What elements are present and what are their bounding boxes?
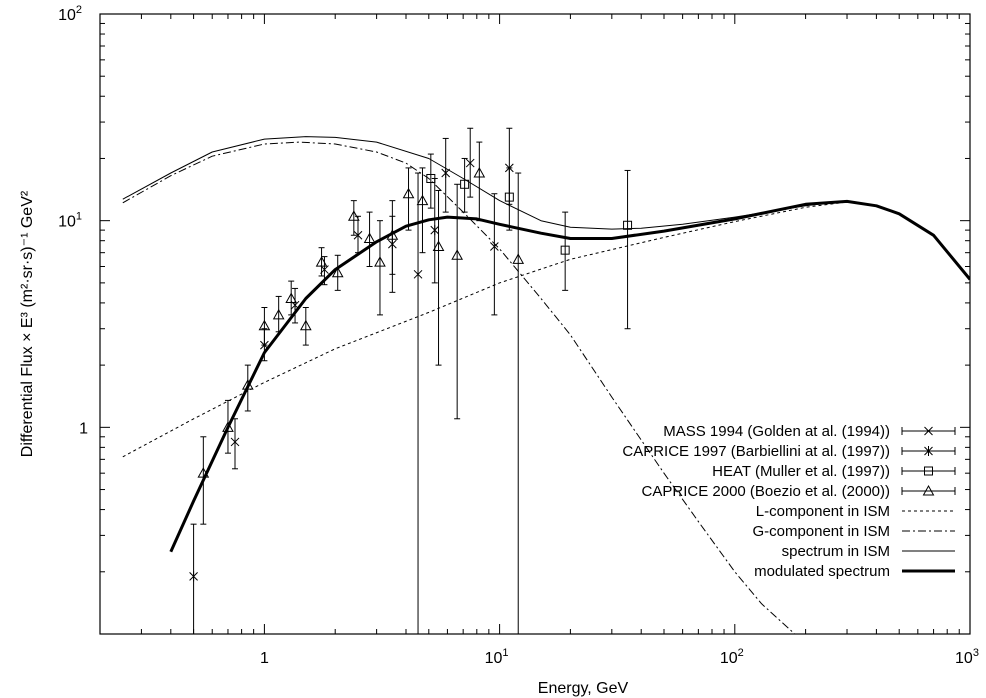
legend-label: CAPRICE 2000 (Boezio et al. (2000)) [642, 483, 890, 500]
series-1 [189, 137, 451, 634]
data-point-triangle [222, 421, 234, 432]
data-point-triangle [432, 240, 445, 251]
series-0 [260, 127, 514, 634]
legend-marker-x [924, 426, 933, 436]
legend-marker-triangle [922, 484, 935, 496]
data-point-square [426, 173, 436, 183]
legend: MASS 1994 (Golden at al. (1994)) CAPRICE … [622, 423, 956, 580]
data-point-x [490, 242, 499, 251]
legend-marker-star [924, 446, 933, 456]
legend-label: L-component in ISM [756, 503, 890, 520]
data-point-triangle [416, 194, 429, 206]
series-7 [169, 199, 970, 553]
data-point-star [189, 571, 198, 582]
legend-label: MASS 1994 (Golden at al. (1994)) [663, 423, 890, 440]
y-tick-label: 101 [58, 211, 82, 231]
legend-label: G-component in ISM [752, 523, 890, 540]
y-axis-label: Differential Flux × E³ (m²·sr·s)⁻¹ GeV² [19, 190, 36, 457]
x-axis-label: Energy, GeV [538, 680, 629, 697]
data-point-x [413, 269, 423, 279]
legend-label: spectrum in ISM [782, 543, 890, 560]
data-point-triangle [347, 210, 360, 221]
x-tick-label: 102 [720, 647, 744, 667]
data-point-triangle [363, 232, 376, 243]
data-point-triangle [402, 187, 415, 199]
data-point-triangle [285, 292, 298, 304]
series-line [122, 201, 848, 458]
x-tick-label: 1 [260, 650, 269, 667]
data-point-star [230, 436, 240, 447]
series-2 [426, 153, 633, 330]
x-tick-label: 103 [955, 647, 979, 667]
y-tick-labels: 1 101 102 [58, 4, 88, 437]
data-point-triangle [512, 253, 525, 264]
x-tick-label: 101 [485, 647, 509, 667]
data-point-triangle [331, 266, 344, 278]
tick-marks [99, 13, 971, 635]
data-point-triangle [451, 249, 464, 260]
series-layer [122, 127, 970, 634]
data-point-square [504, 192, 514, 202]
series-6 [122, 136, 848, 230]
data-point-square [623, 220, 633, 230]
x-tick-labels: 1 101 102 103 [260, 647, 979, 667]
plot-frame [99, 13, 971, 635]
data-point-triangle [272, 308, 285, 320]
data-point-square [560, 245, 570, 255]
data-point-triangle [473, 167, 486, 178]
data-point-triangle [315, 256, 328, 267]
data-point-star [430, 225, 440, 236]
series-5 [122, 141, 796, 634]
legend-label: CAPRICE 1997 (Barbiellini at al. (1997)) [622, 443, 890, 460]
series-4 [122, 201, 848, 458]
series-line [122, 141, 796, 634]
data-point-x [465, 158, 475, 168]
legend-label: HEAT (Muller et al. (1997)) [712, 463, 890, 480]
data-point-triangle [374, 256, 386, 267]
data-point-triangle [258, 319, 271, 331]
series-line [169, 199, 970, 553]
data-point-square [460, 179, 470, 189]
legend-marker-square [924, 466, 933, 476]
y-tick-label: 1 [79, 420, 88, 437]
series-line [122, 136, 848, 230]
legend-label: modulated spectrum [754, 563, 890, 580]
data-point-star [353, 230, 363, 241]
data-point-triangle [299, 319, 312, 331]
y-tick-label: 102 [58, 4, 82, 24]
